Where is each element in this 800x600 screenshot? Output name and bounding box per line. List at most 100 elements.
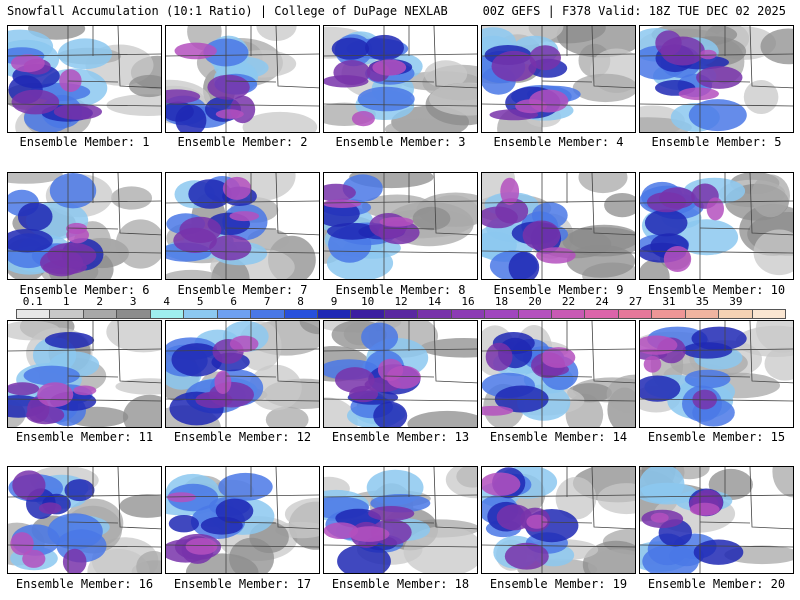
state-boundary (383, 80, 435, 83)
colorbar-tick: 9 (330, 295, 338, 308)
colorbar-swatch (618, 310, 653, 318)
ensemble-member-label: Ensemble Member: 12 (173, 430, 312, 444)
snowfall-field (166, 467, 319, 573)
snow-contour (106, 321, 161, 353)
snow-contour (128, 74, 161, 98)
ensemble-member-label: Ensemble Member: 3 (335, 135, 466, 149)
snow-contour (522, 220, 561, 251)
map-title: Snowfall Accumulation (10:1 Ratio) | Col… (7, 4, 448, 18)
state-boundary (433, 467, 477, 530)
state-boundary (324, 250, 477, 254)
state-boundary (8, 200, 161, 204)
snow-contour (566, 244, 635, 278)
state-boundary (67, 227, 119, 230)
colorbar-tick: 35 (695, 295, 710, 308)
state-boundary (324, 494, 477, 498)
snow-contour (58, 38, 112, 70)
colorbar-swatch (17, 310, 51, 318)
ensemble-member-map (639, 320, 794, 428)
state-boundary (67, 521, 119, 524)
snow-contour (640, 467, 685, 503)
snowfall-field (166, 26, 319, 132)
snow-contour (496, 504, 533, 531)
state-boundary (640, 53, 793, 57)
snow-contour (536, 247, 576, 264)
colorbar-tick-spacer (753, 296, 786, 308)
ensemble-member-map (639, 466, 794, 574)
ensemble-member-map (481, 172, 636, 280)
snow-contour (482, 405, 514, 416)
ensemble-member-label: Ensemble Member: 11 (15, 430, 154, 444)
snowfall-field (482, 26, 635, 132)
snow-contour (646, 192, 687, 213)
snow-contour (604, 193, 635, 218)
state-boundary (324, 398, 477, 402)
snow-contour (17, 202, 53, 231)
state-boundary (541, 375, 593, 378)
snow-contour (588, 549, 635, 573)
ensemble-member-label: Ensemble Member: 16 (15, 577, 154, 591)
state-boundary (324, 200, 477, 204)
snow-contour (403, 526, 477, 573)
ensemble-member-label: Ensemble Member: 7 (177, 283, 308, 297)
state-boundary (383, 521, 435, 524)
snow-contour (87, 549, 150, 573)
state-boundary (166, 103, 319, 107)
colorbar-swatch (217, 310, 252, 318)
state-boundary (640, 250, 793, 254)
state-boundary (640, 398, 793, 402)
snowfall-field (482, 321, 635, 427)
snowfall-field (324, 467, 477, 573)
state-boundary (482, 348, 635, 352)
snow-contour (185, 538, 218, 555)
snow-contour (643, 356, 662, 373)
snow-contour (541, 347, 576, 368)
snow-contour (373, 401, 408, 427)
state-boundary (541, 80, 593, 83)
snow-contour (284, 497, 319, 531)
snow-contour (215, 109, 244, 119)
snow-contour (10, 532, 34, 556)
colorbar-swatch (184, 310, 218, 318)
snow-contour (696, 66, 743, 89)
snow-contour (412, 206, 451, 231)
state-boundary (275, 467, 319, 530)
snow-contour (644, 209, 688, 237)
snow-contour (691, 326, 747, 351)
colorbar-swatch (50, 310, 84, 318)
snowfall-field (8, 173, 161, 279)
ensemble-member-map (7, 172, 162, 280)
state-boundary (324, 544, 477, 548)
snow-contour (166, 89, 201, 104)
state-boundary (166, 494, 319, 498)
snow-contour (494, 385, 549, 413)
run-valid-time: 00Z GEFS | F378 Valid: 18Z TUE DEC 02 20… (482, 4, 786, 18)
state-boundary (8, 250, 161, 254)
snowfall-field (324, 173, 477, 279)
snowfall-field (166, 173, 319, 279)
state-boundary (699, 375, 751, 378)
snow-contour (572, 73, 635, 103)
ensemble-member-label: Ensemble Member: 18 (331, 577, 470, 591)
state-boundary (324, 53, 477, 57)
snow-contour (73, 385, 97, 396)
snow-contour (11, 54, 45, 73)
snow-contour (188, 179, 232, 209)
ensemble-member-map (7, 25, 162, 133)
state-boundary (166, 200, 319, 204)
state-boundary (225, 375, 277, 378)
map-header: Snowfall Accumulation (10:1 Ratio) | Col… (0, 0, 800, 22)
ensemble-member-map (481, 25, 636, 133)
ensemble-member-label: Ensemble Member: 2 (177, 135, 308, 149)
colorbar-swatch (451, 310, 486, 318)
ensemble-member-label: Ensemble Member: 1 (19, 135, 150, 149)
state-boundary (67, 80, 119, 83)
snow-contour (115, 219, 161, 269)
snow-contour (324, 522, 359, 539)
snow-contour (242, 111, 318, 132)
snow-contour (491, 50, 537, 82)
snow-contour (265, 406, 309, 427)
colorbar-tick: 27 (628, 295, 643, 308)
snow-contour (386, 365, 421, 389)
snow-contour (578, 173, 628, 194)
